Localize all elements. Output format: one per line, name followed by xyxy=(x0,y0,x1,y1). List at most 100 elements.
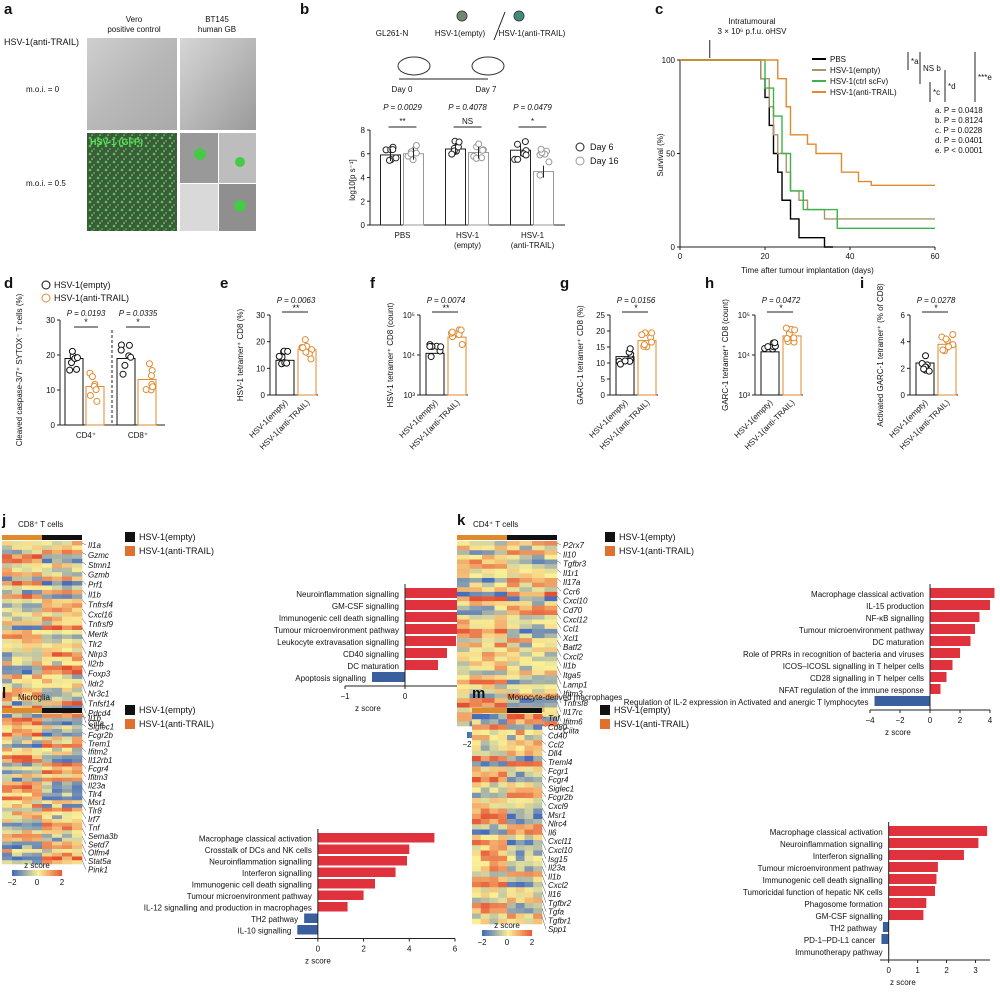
pathway-label: PD-1–PD-L1 cancer xyxy=(804,936,876,945)
heat-cell xyxy=(42,822,53,827)
small-point xyxy=(458,340,466,348)
heat-cell xyxy=(480,792,490,799)
heat-cell xyxy=(472,866,482,872)
heat-cell xyxy=(62,811,73,816)
heat-cell xyxy=(457,587,470,593)
heat-cell xyxy=(22,766,33,771)
heat-cell xyxy=(2,856,13,861)
heat-cell xyxy=(52,804,63,809)
c-pvalue-note: e. P < 0.0001 xyxy=(935,146,983,155)
small-point xyxy=(771,339,779,347)
heat-cell xyxy=(507,628,520,634)
heat-cell xyxy=(489,792,499,799)
heat-cell xyxy=(52,815,63,820)
gene-label: Fcgr4 xyxy=(548,776,569,785)
heat-cell xyxy=(482,652,495,657)
zscale-tick: 2 xyxy=(60,878,65,887)
b-point xyxy=(537,145,545,153)
heat-cell xyxy=(524,829,534,836)
heat-cell xyxy=(507,819,517,825)
heat-cell xyxy=(515,792,525,799)
heat-cell xyxy=(32,634,43,640)
c-legend-label: HSV-1(ctrl scFv) xyxy=(830,77,889,86)
panel-a-col1-title: Vero xyxy=(126,15,143,24)
heat-cell xyxy=(544,633,558,639)
heat-cell xyxy=(507,573,520,579)
heat-cell xyxy=(12,770,23,775)
heat-cell xyxy=(507,665,520,671)
bar-xtick-label: 2 xyxy=(958,716,963,725)
c-xtick-label: 20 xyxy=(761,252,770,261)
c-legend-label: HSV-1(anti-TRAIL) xyxy=(830,88,897,97)
heat-cell xyxy=(544,601,558,607)
heat-cell xyxy=(507,559,520,565)
heat-cell xyxy=(42,687,53,693)
heat-cell xyxy=(52,652,63,657)
heat-cell xyxy=(62,638,73,644)
heat-cell xyxy=(42,585,53,591)
panel-l-label: l xyxy=(2,685,6,702)
zscale-swatch xyxy=(39,870,43,876)
heat-cell xyxy=(32,751,43,756)
heat-cell xyxy=(533,876,543,883)
heat-cell xyxy=(507,813,517,820)
heat-cell xyxy=(12,849,23,854)
heat-cell xyxy=(544,665,558,671)
heat-cell xyxy=(22,678,33,684)
heat-cell xyxy=(515,798,525,804)
heat-cell xyxy=(480,866,490,872)
heat-cell xyxy=(469,633,483,639)
panel-b: b GL261-N HSV-1(empty) HSV-1(anti-TRAIL)… xyxy=(300,1,619,250)
heat-cell xyxy=(544,721,558,727)
panel-b-virus1: HSV-1(empty) xyxy=(435,29,486,38)
heat-cell xyxy=(494,550,508,556)
heat-cell xyxy=(469,568,483,574)
heat-cell xyxy=(457,628,470,634)
heat-cell xyxy=(482,601,495,607)
heat-cell xyxy=(519,656,533,662)
bar-xtick-label: 0 xyxy=(928,716,933,725)
zscale-swatch xyxy=(512,930,515,936)
heat-cell xyxy=(32,807,43,812)
heat-cell xyxy=(507,638,520,644)
heat-cell xyxy=(469,638,483,644)
heat-cell xyxy=(519,679,533,685)
heat-cell xyxy=(72,563,83,568)
heat-cell xyxy=(472,871,482,878)
heat-cell xyxy=(62,845,73,850)
heat-cell xyxy=(2,714,13,719)
gene-label: Fcgr2b xyxy=(548,793,573,802)
heat-cell xyxy=(72,647,83,653)
gene-connector xyxy=(541,899,547,912)
gene-connector xyxy=(81,552,87,556)
heat-cell xyxy=(480,756,490,762)
heat-cell xyxy=(22,822,33,827)
heat-cell xyxy=(42,755,53,760)
heat-cell xyxy=(2,589,13,595)
heat-cell xyxy=(533,729,543,736)
pathway-bar xyxy=(888,838,979,848)
heat-cell xyxy=(507,876,517,883)
heat-cell xyxy=(482,665,495,671)
heat-cell xyxy=(42,815,53,820)
heat-cell xyxy=(12,563,23,568)
pathway-bar xyxy=(304,913,318,923)
heat-cell xyxy=(12,759,23,764)
micrograph-bt145-moi0 xyxy=(180,38,256,130)
heat-cell xyxy=(62,729,73,734)
heat-cell xyxy=(22,725,33,730)
heat-cell xyxy=(469,554,483,560)
heat-cell xyxy=(515,897,525,904)
heat-cell xyxy=(12,774,23,779)
heat-cell xyxy=(62,822,73,827)
heat-cell xyxy=(72,807,83,812)
heat-cell xyxy=(533,771,543,778)
heat-cell xyxy=(472,771,482,778)
heat-cell xyxy=(498,861,508,867)
heat-cell xyxy=(32,819,43,824)
heat-cell xyxy=(42,759,53,764)
heat-cell xyxy=(42,563,53,568)
heat-cell xyxy=(480,876,490,883)
pathway-label: Tumour microenvironment pathway xyxy=(758,864,883,873)
micrograph-bt145-tile3 xyxy=(180,184,218,231)
